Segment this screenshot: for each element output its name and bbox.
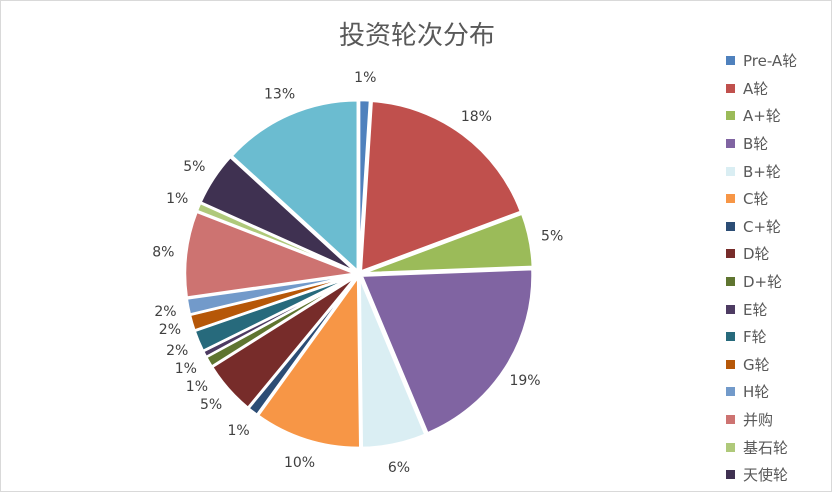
legend-item: A轮 [726, 75, 797, 103]
data-label: 5% [541, 228, 563, 244]
data-label: 19% [509, 373, 540, 389]
data-label: 13% [264, 87, 295, 103]
legend-swatch [726, 56, 735, 66]
data-label: 1% [227, 423, 249, 439]
legend-swatch [726, 166, 735, 176]
data-label: 5% [183, 159, 205, 175]
pie-slice [229, 99, 360, 275]
legend-swatch [726, 387, 735, 397]
legend-label: B+轮 [743, 162, 781, 181]
legend-label: B轮 [743, 135, 769, 154]
legend-item: 基石轮 [726, 433, 797, 461]
legend-swatch [726, 221, 735, 231]
legend-label: H轮 [743, 383, 770, 402]
data-label: 2% [159, 322, 181, 338]
legend-item: B轮 [726, 130, 797, 158]
legend-item: B+轮 [726, 157, 797, 185]
legend-item: C+轮 [726, 213, 797, 241]
legend-label: A+轮 [743, 107, 781, 126]
legend-item: A+轮 [726, 102, 797, 130]
legend-swatch [726, 111, 735, 121]
data-label: 1% [354, 70, 376, 86]
data-label: 1% [186, 379, 208, 395]
data-label: 1% [175, 361, 197, 377]
legend-label: G轮 [743, 355, 770, 374]
data-label: 6% [388, 460, 410, 476]
legend-label: 并购 [743, 411, 774, 430]
data-label: 5% [200, 397, 222, 413]
legend-label: C+轮 [743, 217, 782, 236]
legend-item: E轮 [726, 295, 797, 323]
chart-title: 投资轮次分布 [338, 21, 495, 51]
data-label: 2% [166, 343, 188, 359]
pie-slice [183, 210, 361, 300]
legend-swatch [726, 249, 735, 259]
legend-label: C轮 [743, 190, 769, 209]
legend-swatch [726, 194, 735, 204]
legend-swatch [726, 277, 735, 287]
legend-label: D+轮 [743, 273, 783, 292]
legend: Pre-A轮 A轮 A+轮 B轮 B+轮 C轮 C+轮 D轮 D+轮 E轮 F轮 G轮 H轮并购基石轮天… [726, 47, 797, 489]
legend-item: G轮 [726, 351, 797, 379]
legend-swatch [726, 332, 735, 342]
legend-swatch [726, 470, 735, 480]
legend-swatch [726, 442, 735, 452]
legend-label: 天使轮 [743, 466, 789, 485]
legend-item: H轮 [726, 378, 797, 406]
pie-slice [357, 98, 372, 272]
legend-item: 并购 [726, 406, 797, 434]
data-label: 8% [152, 244, 174, 260]
legend-swatch [726, 359, 735, 369]
legend-item: Pre-A轮 [726, 47, 797, 75]
pie-chart: 1% 18% 5% 19% 6% 10% 1% 5% 1% 1% 2% 2% 2% 8% 1% 5% 13% [152, 70, 563, 476]
legend-label: D轮 [743, 245, 770, 264]
pie-slice [359, 267, 534, 436]
pie-slice [256, 273, 362, 450]
pie-slice [361, 211, 535, 275]
legend-swatch [726, 415, 735, 425]
legend-item: D+轮 [726, 268, 797, 296]
legend-label: A轮 [743, 79, 769, 98]
pie-slice [358, 276, 428, 450]
legend-swatch [726, 83, 735, 93]
legend-item: D轮 [726, 240, 797, 268]
pie-slice [359, 99, 523, 274]
legend-item: 天使轮 [726, 461, 797, 489]
legend-label: E轮 [743, 300, 768, 319]
data-label: 1% [166, 191, 188, 207]
legend-label: F轮 [743, 328, 767, 347]
legend-label: Pre-A轮 [743, 52, 798, 71]
data-label: 10% [284, 455, 315, 471]
legend-swatch [726, 139, 735, 149]
legend-item: F轮 [726, 323, 797, 351]
data-label: 18% [461, 109, 492, 125]
legend-item: C轮 [726, 185, 797, 213]
legend-label: 基石轮 [743, 438, 789, 457]
legend-swatch [726, 304, 735, 314]
data-label: 2% [154, 304, 176, 320]
pie-slice [198, 155, 358, 274]
